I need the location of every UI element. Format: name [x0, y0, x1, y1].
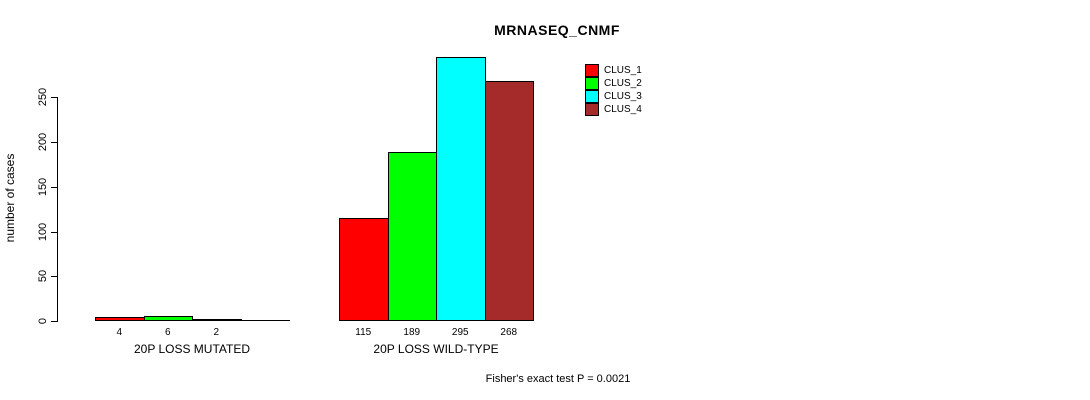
bar-clus_1-group1 — [95, 317, 145, 321]
legend-label-clus-1: CLUS_1 — [604, 65, 642, 76]
bar-clus_4-group1 — [240, 320, 290, 321]
y-tick-label: 250 — [37, 88, 49, 107]
legend-label-clus-3: CLUS_3 — [604, 91, 642, 102]
stats-annotation: Fisher's exact test P = 0.0021 — [485, 373, 631, 385]
y-axis-line — [57, 97, 58, 322]
x-category-label-wild-type: 20P LOSS WILD-TYPE — [373, 342, 499, 356]
y-tick-label: 200 — [37, 132, 49, 152]
x-category-label-mutated: 20P LOSS MUTATED — [133, 342, 251, 356]
y-tick-label: 100 — [37, 222, 49, 241]
bar-clus_4-group2 — [484, 81, 534, 321]
legend: CLUS_1 CLUS_2 CLUS_3 CLUS_4 — [585, 64, 642, 116]
bar-clus_2-group1 — [143, 315, 193, 321]
legend-label-clus-2: CLUS_2 — [604, 78, 642, 89]
bar-value-label: 2 — [213, 327, 220, 338]
chart-title: MRNASEQ_CNMF — [494, 22, 620, 38]
legend-swatch-clus-3-icon — [585, 90, 599, 103]
legend-row-clus-3: CLUS_3 — [585, 90, 642, 103]
y-tick-label: 150 — [37, 177, 49, 196]
bar-clus_1-group2 — [339, 218, 389, 321]
y-tick-mark — [51, 321, 58, 322]
bar-value-label: 6 — [164, 327, 171, 338]
y-tick-label: 50 — [37, 270, 49, 283]
legend-row-clus-1: CLUS_1 — [585, 64, 642, 77]
bar-value-label: 295 — [451, 327, 469, 338]
bar-clus_2-group2 — [387, 151, 437, 321]
y-tick-mark — [51, 142, 58, 143]
y-axis-title: number of cases — [3, 153, 17, 243]
y-tick-mark — [51, 276, 58, 278]
bar-value-label: 4 — [116, 327, 123, 338]
bar-clus_3-group1 — [192, 319, 242, 321]
bar-value-label: 268 — [500, 327, 518, 338]
y-tick-mark — [51, 231, 58, 233]
legend-row-clus-4: CLUS_4 — [585, 103, 642, 116]
legend-swatch-clus-4-icon — [585, 103, 599, 116]
legend-swatch-clus-2-icon — [585, 77, 599, 90]
legend-swatch-clus-1-icon — [585, 64, 599, 77]
bar-value-label: 189 — [403, 327, 421, 338]
bar-clus_3-group2 — [436, 56, 486, 321]
bar-value-label: 115 — [355, 327, 372, 338]
y-tick-label: 0 — [37, 317, 49, 325]
y-tick-mark — [51, 186, 58, 188]
legend-row-clus-2: CLUS_2 — [585, 77, 642, 90]
y-tick-mark — [51, 97, 58, 99]
legend-label-clus-4: CLUS_4 — [604, 104, 642, 115]
